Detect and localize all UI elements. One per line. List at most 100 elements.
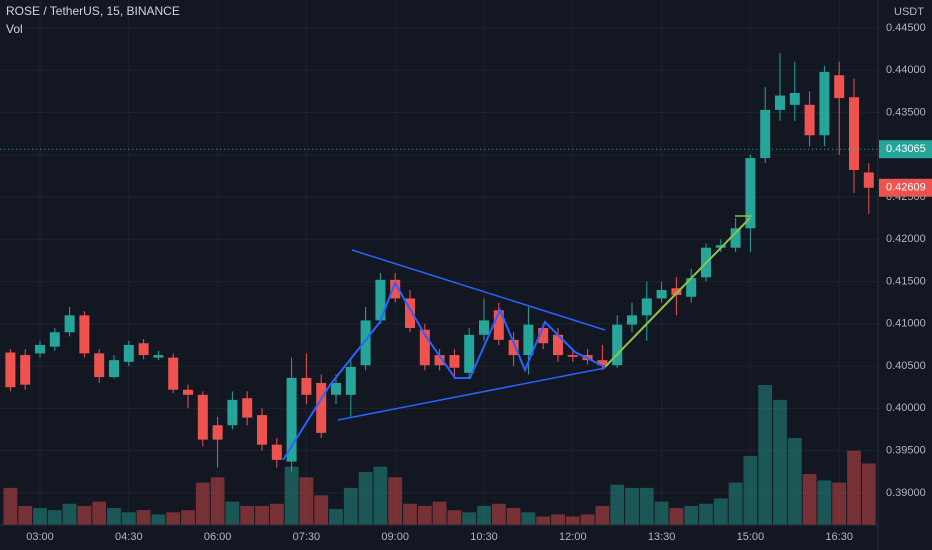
volume-bar [432,501,447,525]
volume-bar [240,505,255,525]
volume-bar [787,438,802,525]
volume-bar [728,482,743,525]
y-tick-label: 0.39500 [886,445,926,457]
candle-body [345,366,356,395]
candle-body [138,343,149,356]
candle-body [271,444,282,460]
volume-bar [151,514,166,525]
volume-bar [713,498,728,525]
volume-bar [491,503,506,525]
y-tick-label: 0.41000 [886,318,926,330]
candle-body [331,382,341,395]
volume-bar [699,503,713,525]
volume-bar [299,477,314,525]
volume-label: Vol [6,22,23,36]
volume-bar [136,510,151,525]
candle-body [819,71,830,136]
volume-bar [595,505,610,525]
volume-bar [314,495,329,525]
volume-bar [654,501,669,525]
candle-body [508,339,519,356]
volume-bar [417,505,432,525]
y-tick-label: 0.39000 [886,487,926,499]
volume-bar [62,503,77,525]
y-tick-label: 0.44500 [886,22,926,34]
volume-bar [580,514,595,525]
volume-bar [195,482,210,525]
candle-body [227,399,238,426]
volume-bar [832,482,847,525]
y-tick-label: 0.40500 [886,360,926,372]
candle-body [775,95,785,110]
candle-body [493,310,504,340]
x-tick-label: 12:00 [559,531,587,543]
price-tag [879,178,932,197]
volume-bar [684,505,699,525]
candle-body [242,398,253,418]
volume-bar [743,456,758,525]
candle-body [538,328,549,344]
volume-bar [773,399,787,525]
candle-body [760,109,771,159]
candle-body [686,278,697,297]
volume-bar [388,477,403,525]
volume-bar [861,463,876,525]
candle-body [212,425,223,440]
volume-bar [639,487,654,525]
volume-bar [47,510,62,525]
candle-body [612,324,623,366]
candle-body [434,355,445,366]
volume-bar [33,508,47,525]
volume-bar [92,501,107,525]
candle-body [183,389,193,395]
price-tag-label: 0.42609 [886,182,926,194]
candle-body [316,382,327,433]
axis-unit: USDT [894,6,924,18]
candle-body [5,352,16,388]
triangle-upper [351,249,606,331]
zigzag [282,280,606,461]
drawings [282,215,752,461]
x-tick-label: 09:00 [381,531,409,543]
y-tick-label: 0.40000 [886,402,926,414]
candle-body [405,298,415,329]
candle-body [745,158,756,229]
candle-body [464,334,475,373]
x-tick-label: 07:30 [293,531,321,543]
volume-bar [521,512,536,525]
candle-body [627,315,637,325]
volume-bar [18,505,33,525]
volume-bar [269,503,284,525]
volume-bar [565,516,580,525]
volume-bar [3,487,18,525]
candle-body [730,228,741,248]
projection [604,217,751,368]
candle-body [863,172,874,188]
volume-bar [343,487,358,525]
x-tick-label: 15:00 [737,531,765,543]
volume-bar [181,510,195,525]
volume-pane [3,385,876,525]
volume-bar [625,487,639,525]
x-tick-label: 06:00 [204,531,232,543]
volume-bar [536,516,551,525]
volume-bar [121,512,136,525]
candle-body [94,353,105,378]
volume-bar [462,512,477,525]
volume-bar [551,514,565,525]
candle-body [804,104,815,136]
candle-body [523,324,534,356]
volume-bar [373,466,388,525]
volume-bar [107,508,121,525]
x-tick-label: 10:30 [470,531,498,543]
candle-body [49,332,60,347]
volume-bar [225,501,240,525]
candle-body [64,315,75,333]
candle-body [375,279,386,321]
candle-body [286,377,297,462]
candle-body [109,360,119,378]
x-tick-label: 13:30 [648,531,676,543]
candle-body [419,329,430,366]
candle-body [79,315,90,354]
